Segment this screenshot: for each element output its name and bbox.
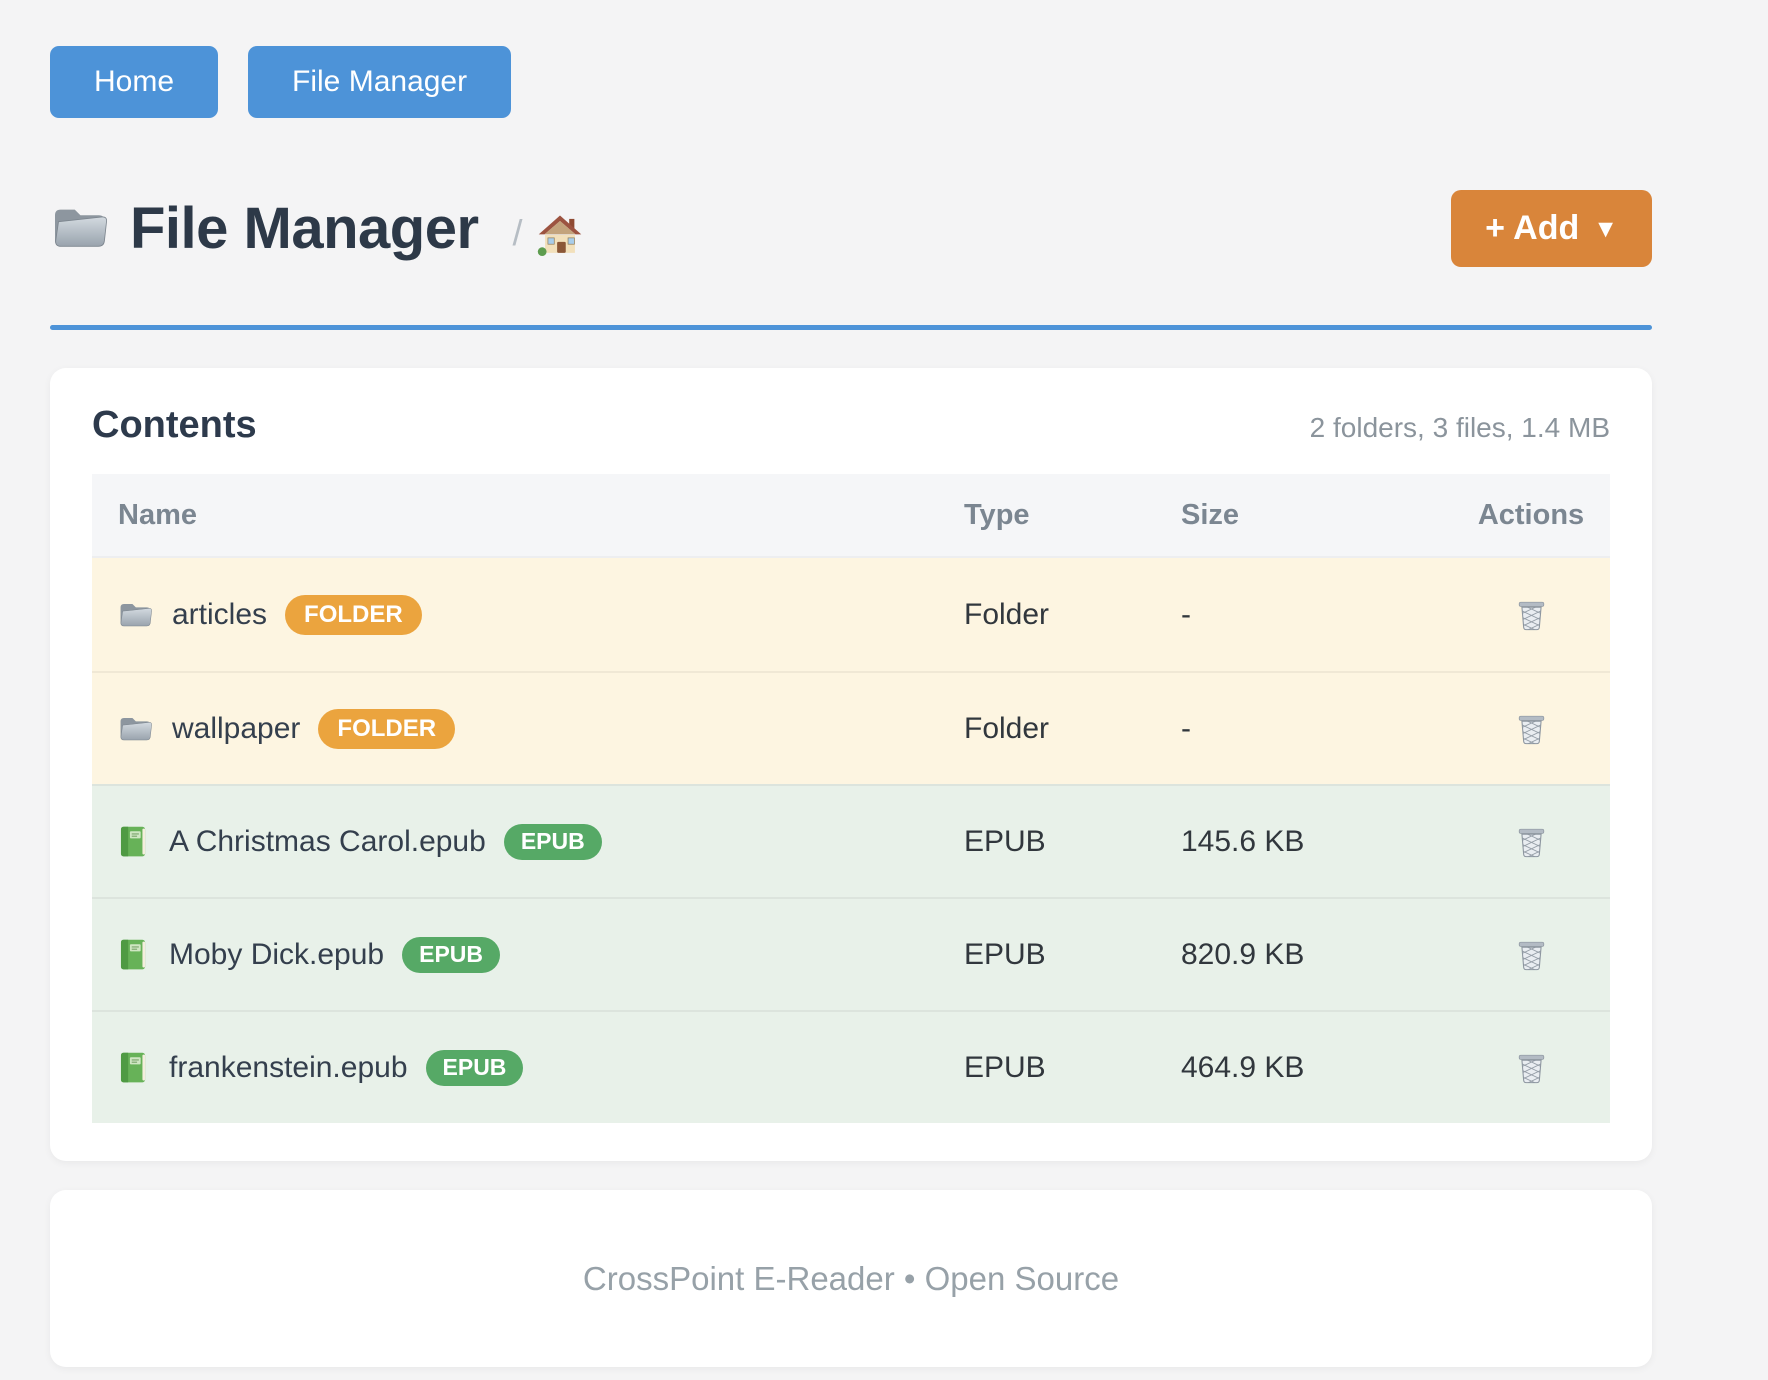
size-cell: 464.9 KB <box>1181 1050 1305 1084</box>
table-row[interactable]: articles FOLDER Folder - <box>92 558 1610 671</box>
contents-title: Contents <box>92 404 257 446</box>
table-row[interactable]: wallpaper FOLDER Folder - <box>92 671 1610 784</box>
type-badge: FOLDER <box>285 594 422 635</box>
type-cell: EPUB <box>964 1050 1046 1084</box>
item-name[interactable]: frankenstein.epub <box>169 1050 408 1084</box>
house-icon[interactable] <box>537 213 583 257</box>
page: Home File Manager File Manager / + Add ▼… <box>50 0 1652 1367</box>
trash-icon <box>1516 597 1547 632</box>
table-row[interactable]: A Christmas Carol.epub EPUB EPUB 145.6 K… <box>92 784 1610 897</box>
footer-text: CrossPoint E-Reader • Open Source <box>582 1259 1120 1297</box>
type-badge: EPUB <box>503 823 602 860</box>
folder-icon <box>118 600 152 630</box>
item-name[interactable]: articles <box>172 597 268 631</box>
column-header-actions: Actions <box>1477 498 1585 531</box>
delete-button[interactable] <box>1512 933 1551 976</box>
size-cell: - <box>1181 711 1191 745</box>
divider-rule <box>50 325 1652 330</box>
breadcrumb-separator: / <box>512 212 523 253</box>
caret-down-icon: ▼ <box>1593 214 1618 243</box>
table-row[interactable]: frankenstein.epub EPUB EPUB 464.9 KB <box>92 1010 1610 1123</box>
type-cell: EPUB <box>964 824 1046 858</box>
table-row[interactable]: Moby Dick.epub EPUB EPUB 820.9 KB <box>92 897 1610 1010</box>
green-book-icon <box>118 1051 149 1085</box>
trash-icon <box>1516 1050 1547 1085</box>
delete-button[interactable] <box>1512 593 1551 636</box>
add-button-label: + Add <box>1485 208 1580 247</box>
page-title: File Manager <box>130 195 479 261</box>
nav-file-manager-button[interactable]: File Manager <box>248 46 512 118</box>
column-header-size: Size <box>1181 498 1240 531</box>
delete-button[interactable] <box>1512 1046 1551 1089</box>
nav-home-button[interactable]: Home <box>50 46 219 118</box>
type-cell: Folder <box>964 711 1050 745</box>
page-header: File Manager / + Add ▼ <box>50 189 1652 267</box>
type-badge: EPUB <box>425 1049 524 1086</box>
contents-card: Contents 2 folders, 3 files, 1.4 MB Name… <box>50 368 1652 1161</box>
folder-icon <box>118 714 152 744</box>
add-button[interactable]: + Add ▼ <box>1451 189 1652 267</box>
size-cell: 145.6 KB <box>1181 824 1305 858</box>
green-book-icon <box>118 938 149 972</box>
column-header-type: Type <box>964 498 1030 531</box>
type-cell: Folder <box>964 597 1050 631</box>
column-header-name: Name <box>118 498 197 531</box>
type-badge: EPUB <box>402 936 501 973</box>
item-name[interactable]: wallpaper <box>172 711 301 745</box>
type-badge: FOLDER <box>318 708 456 749</box>
item-name[interactable]: A Christmas Carol.epub <box>169 824 486 858</box>
trash-icon <box>1516 824 1547 859</box>
type-cell: EPUB <box>964 937 1046 971</box>
item-name[interactable]: Moby Dick.epub <box>169 937 385 971</box>
folder-icon <box>50 204 108 252</box>
table-header-row: Name Type Size Actions <box>92 474 1610 558</box>
size-cell: - <box>1181 597 1191 631</box>
trash-icon <box>1516 937 1547 972</box>
green-book-icon <box>118 825 149 859</box>
title-group: File Manager / <box>50 195 583 262</box>
size-cell: 820.9 KB <box>1181 937 1305 971</box>
footer-card: CrossPoint E-Reader • Open Source <box>50 1190 1652 1367</box>
trash-icon <box>1516 711 1547 746</box>
contents-summary: 2 folders, 3 files, 1.4 MB <box>1309 412 1610 443</box>
delete-button[interactable] <box>1512 707 1551 750</box>
top-nav: Home File Manager <box>50 0 1652 118</box>
delete-button[interactable] <box>1512 820 1551 863</box>
file-table: Name Type Size Actions articles FOLDER F… <box>92 474 1610 1123</box>
